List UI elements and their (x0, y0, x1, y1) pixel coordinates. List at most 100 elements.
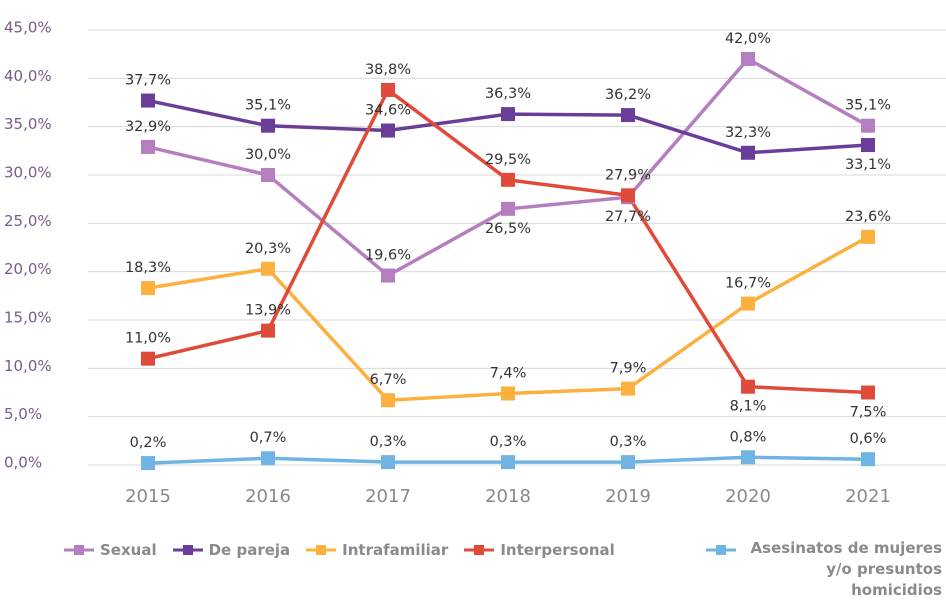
legend-label: Asesinatos de mujeres y/o presuntos homi… (750, 539, 942, 599)
marker (621, 381, 635, 396)
value-label: 20,3% (245, 241, 291, 257)
page: 0,0% 5,0% 10,0% 15,0% 20,0% 25,0% 30,0% 35,0% 40… (4, 18, 946, 599)
value-label: 26,5% (485, 221, 531, 237)
value-label: 33,1% (845, 157, 891, 173)
marker (501, 455, 515, 470)
value-label: 23,6% (845, 209, 891, 225)
marker (501, 172, 515, 187)
value-label: 38,8% (365, 62, 411, 78)
legend-item: Intrafamiliar (304, 538, 448, 562)
legend-label: Sexual (100, 541, 157, 559)
y-tick-label: 30,0% (4, 164, 52, 182)
y-tick-label: 35,0% (4, 115, 52, 133)
value-label: 36,3% (485, 86, 531, 102)
marker (621, 108, 635, 123)
legend-marker (182, 545, 193, 555)
marker (261, 323, 275, 338)
legend-swatch (464, 545, 495, 555)
y-tick-label: 5,0% (4, 405, 42, 423)
marker (381, 393, 395, 408)
marker (501, 386, 515, 401)
value-label: 16,7% (725, 276, 771, 292)
marker (381, 82, 395, 97)
value-label: 34,6% (365, 103, 411, 119)
value-label: 13,9% (245, 303, 291, 319)
x-tick-label: 2017 (365, 486, 411, 507)
marker (141, 351, 155, 366)
x-tick-label: 2018 (485, 486, 531, 507)
legend-marker (474, 545, 485, 555)
marker (861, 138, 875, 153)
value-label: 0,7% (250, 430, 287, 446)
marker (381, 123, 395, 138)
y-tick-label: 10,0% (4, 357, 52, 375)
value-label: 0,6% (850, 431, 887, 447)
legend-label: De pareja (208, 541, 291, 559)
value-label: 32,3% (725, 125, 771, 141)
marker (141, 139, 155, 154)
marker (141, 93, 155, 108)
x-tick-label: 2015 (125, 486, 171, 507)
value-label: 0,3% (370, 434, 407, 450)
x-tick-label: 2021 (845, 486, 891, 507)
marker (861, 385, 875, 400)
marker (261, 261, 275, 276)
marker (621, 455, 635, 470)
legend-item: Asesinatos de mujeres y/o presuntos homi… (704, 538, 942, 601)
value-label: 37,7% (125, 73, 171, 89)
value-label: 19,6% (365, 248, 411, 264)
legend-swatch (306, 545, 337, 555)
y-tick-label: 40,0% (4, 67, 52, 85)
x-tick-label: 2019 (605, 486, 651, 507)
legend: Sexual De pareja Intrafamiliar Interpersona… (62, 538, 942, 601)
marker (741, 450, 755, 465)
marker (141, 281, 155, 296)
value-label: 7,9% (610, 361, 647, 377)
x-tick-label: 2020 (725, 486, 771, 507)
legend-item: Sexual (62, 538, 157, 562)
legend-swatch (706, 545, 736, 555)
value-label: 7,4% (490, 365, 527, 381)
marker (861, 118, 875, 133)
y-tick-label: 25,0% (4, 212, 52, 230)
marker (381, 455, 395, 470)
marker (141, 456, 155, 471)
value-label: 8,1% (730, 399, 767, 415)
marker (261, 118, 275, 133)
value-label: 42,0% (725, 31, 771, 47)
marker (861, 452, 875, 467)
legend-swatch (64, 545, 94, 555)
legend-item: De pareja (171, 538, 291, 562)
value-label: 35,1% (845, 98, 891, 114)
marker (381, 268, 395, 283)
legend-marker (716, 545, 726, 555)
value-label: 18,3% (125, 260, 171, 276)
value-label: 30,0% (245, 147, 291, 163)
marker (261, 451, 275, 466)
legend-swatch (172, 545, 203, 555)
y-tick-label: 45,0% (4, 19, 52, 37)
value-label: 32,9% (125, 119, 171, 135)
legend-marker (316, 545, 327, 555)
value-label: 29,5% (485, 152, 531, 168)
chart: 0,0% 5,0% 10,0% 15,0% 20,0% 25,0% 30,0% 35,0% 40… (4, 19, 946, 507)
marker (741, 379, 755, 394)
value-label: 0,2% (130, 435, 167, 451)
legend-marker (74, 545, 84, 555)
marker (501, 107, 515, 122)
value-label: 36,2% (605, 87, 651, 103)
marker (621, 188, 635, 203)
marker (741, 296, 755, 311)
legend-item: Interpersonal (462, 538, 615, 562)
value-label: 11,0% (125, 331, 171, 347)
marker (261, 168, 275, 182)
y-tick-label: 20,0% (4, 260, 52, 278)
y-tick-label: 15,0% (4, 309, 52, 327)
value-label: 0,8% (730, 429, 767, 445)
value-label: 7,5% (850, 405, 887, 421)
value-label: 27,7% (605, 209, 651, 225)
x-tick-label: 2016 (245, 486, 291, 507)
value-label: 6,7% (370, 372, 407, 388)
value-label: 35,1% (245, 98, 291, 114)
value-label: 0,3% (610, 434, 647, 450)
